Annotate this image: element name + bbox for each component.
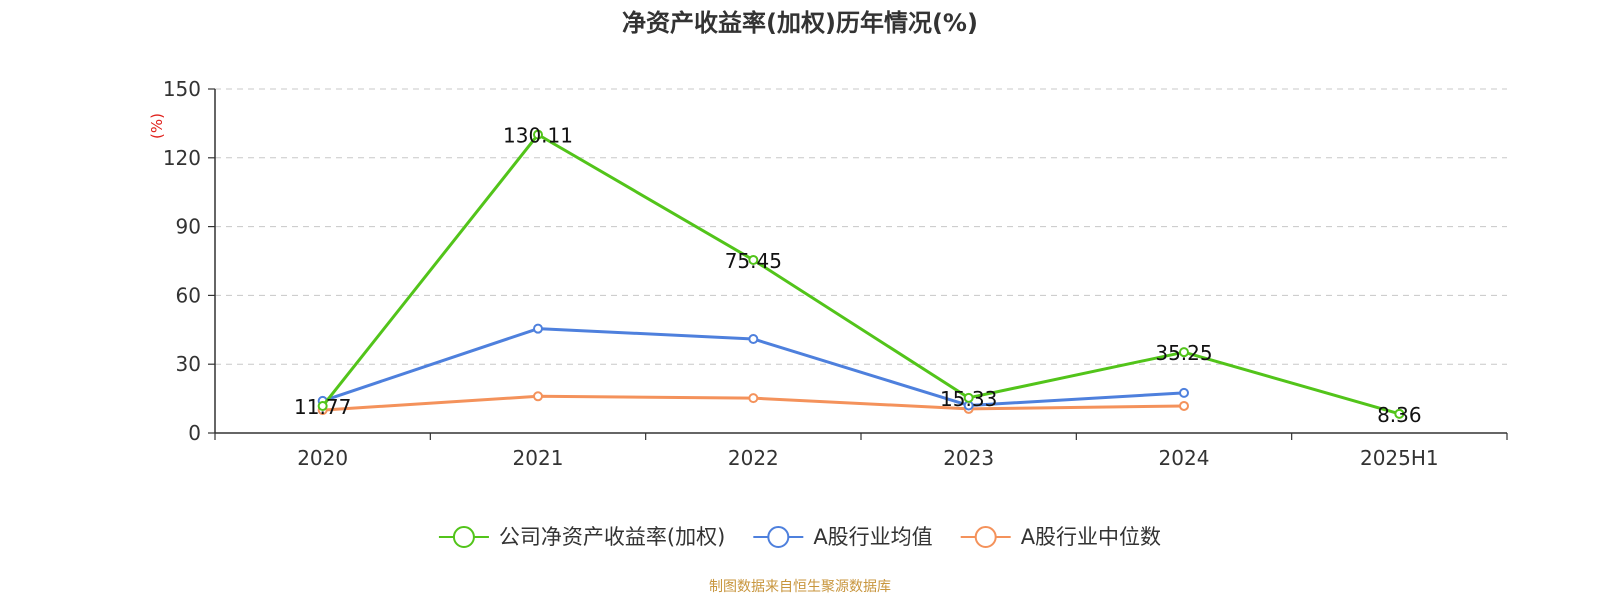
legend: 公司净资产收益率(加权) A股行业均值 A股行业中位数 [438, 525, 1161, 549]
legend-label: A股行业中位数 [1021, 525, 1161, 549]
x-tick-label: 2024 [1159, 446, 1210, 470]
data-point[interactable] [748, 333, 759, 344]
legend-item-2[interactable]: A股行业中位数 [960, 525, 1161, 549]
data-point[interactable] [317, 401, 328, 412]
legend-item-1[interactable]: A股行业均值 [753, 525, 933, 549]
series-0 [317, 129, 1405, 419]
series-layer [317, 129, 1405, 419]
data-point[interactable] [533, 391, 543, 402]
data-point[interactable] [748, 393, 759, 404]
y-tick-label: 60 [176, 283, 201, 307]
y-tick-label: 0 [188, 421, 201, 445]
x-tick-label: 2023 [943, 446, 994, 470]
data-point[interactable] [1179, 387, 1189, 398]
data-label: 35.25 [1155, 341, 1212, 365]
y-tick-label: 90 [176, 215, 201, 239]
x-tick-label: 2021 [513, 446, 564, 470]
data-label: 15.33 [940, 387, 997, 411]
chart-title: 净资产收益率(加权)历年情况(%) [622, 9, 978, 37]
y-axis-label: (%) [148, 113, 166, 139]
data-point[interactable] [1179, 347, 1189, 358]
data-point[interactable] [748, 254, 759, 265]
data-point[interactable] [533, 129, 543, 140]
data-point[interactable] [1394, 408, 1405, 419]
grid-layer [215, 88, 1507, 365]
y-tick-label: 120 [163, 146, 201, 170]
data-label: 8.36 [1377, 403, 1422, 427]
data-label: 11.77 [294, 395, 351, 419]
y-tick-label: 30 [176, 352, 201, 376]
legend-circle-icon [974, 526, 997, 548]
x-tick-label: 2025H1 [1360, 446, 1439, 470]
legend-item-0[interactable]: 公司净资产收益率(加权) [438, 525, 725, 549]
x-tick-label: 2020 [297, 446, 348, 470]
axis-layer: 0 30 60 90 120 150 2020 2021 2022 2023 2024 2025H1 [163, 77, 1508, 470]
series-2 [317, 391, 1189, 416]
data-label-layer: 11.77 130.11 75.45 15.33 35.25 8.36 [294, 124, 1422, 427]
data-label: 130.11 [503, 124, 573, 148]
legend-label: 公司净资产收益率(加权) [499, 525, 725, 549]
series-line [321, 133, 1400, 416]
data-label: 75.45 [725, 249, 782, 273]
y-tick-label: 150 [163, 77, 201, 101]
legend-label: A股行业均值 [813, 525, 932, 549]
legend-circle-icon [767, 526, 790, 548]
data-point[interactable] [963, 392, 974, 403]
source-label: 制图数据来自恒生聚源数据库 [709, 579, 891, 595]
data-point[interactable] [533, 323, 543, 334]
data-point[interactable] [1179, 400, 1189, 411]
legend-circle-icon [452, 526, 475, 548]
x-tick-label: 2022 [728, 446, 779, 470]
